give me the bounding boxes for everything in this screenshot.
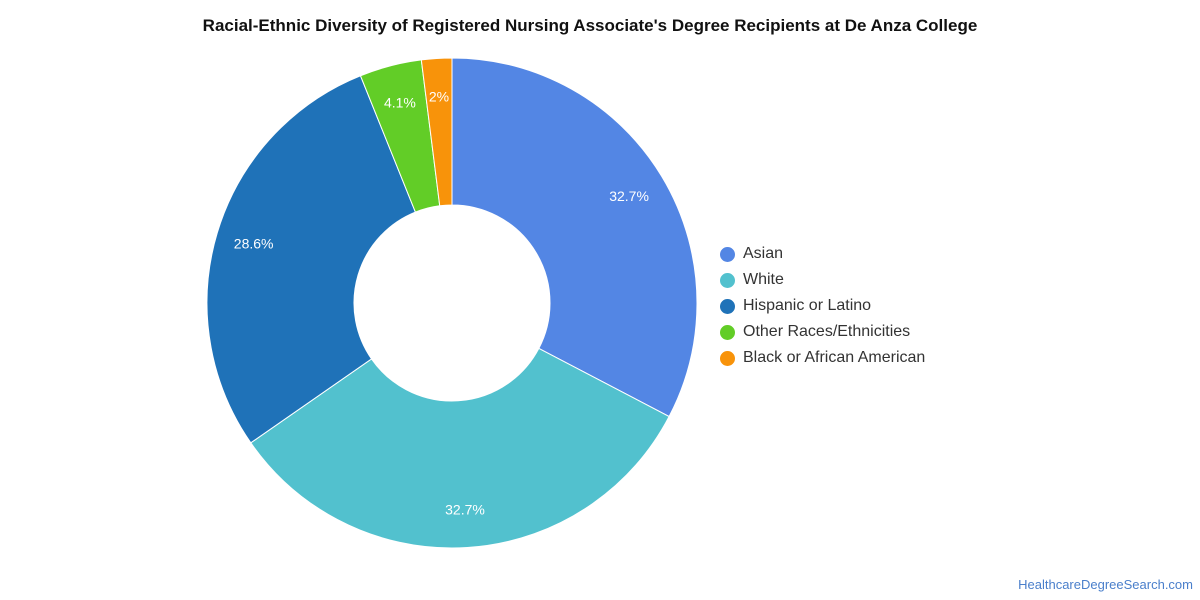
- slice-asian[interactable]: [451, 57, 698, 418]
- legend-swatch: [720, 350, 735, 366]
- data-label: 4.1%: [384, 95, 416, 111]
- source-credit[interactable]: HealthcareDegreeSearch.com: [1018, 577, 1193, 592]
- data-label: 28.6%: [234, 236, 274, 252]
- legend-swatch: [720, 298, 735, 314]
- slice-hispanic-or-latino[interactable]: [206, 75, 417, 444]
- legend-swatch: [720, 272, 735, 288]
- legend-item[interactable]: Black or African American: [720, 345, 925, 371]
- legend-label: Other Races/Ethnicities: [743, 323, 911, 340]
- legend-item[interactable]: Other Races/Ethnicities: [720, 319, 925, 345]
- chart-title: Racial-Ethnic Diversity of Registered Nu…: [202, 16, 978, 35]
- legend: Asian White Hispanic or Latino Other Races/…: [720, 241, 925, 371]
- data-label: 2%: [429, 88, 449, 104]
- legend-swatch: [720, 324, 735, 340]
- legend-label: Black or African American: [743, 349, 926, 366]
- legend-item[interactable]: Asian: [720, 241, 925, 267]
- data-label: 32.7%: [609, 188, 649, 204]
- legend-label: Asian: [743, 245, 784, 262]
- legend-swatch: [720, 246, 735, 262]
- slice-white[interactable]: [250, 347, 670, 549]
- slice-black-or-african-american[interactable]: [420, 57, 453, 207]
- legend-item[interactable]: Hispanic or Latino: [720, 293, 925, 319]
- legend-label: Hispanic or Latino: [743, 297, 872, 314]
- data-label: 32.7%: [445, 502, 485, 518]
- legend-label: White: [743, 271, 784, 288]
- legend-item[interactable]: White: [720, 267, 925, 293]
